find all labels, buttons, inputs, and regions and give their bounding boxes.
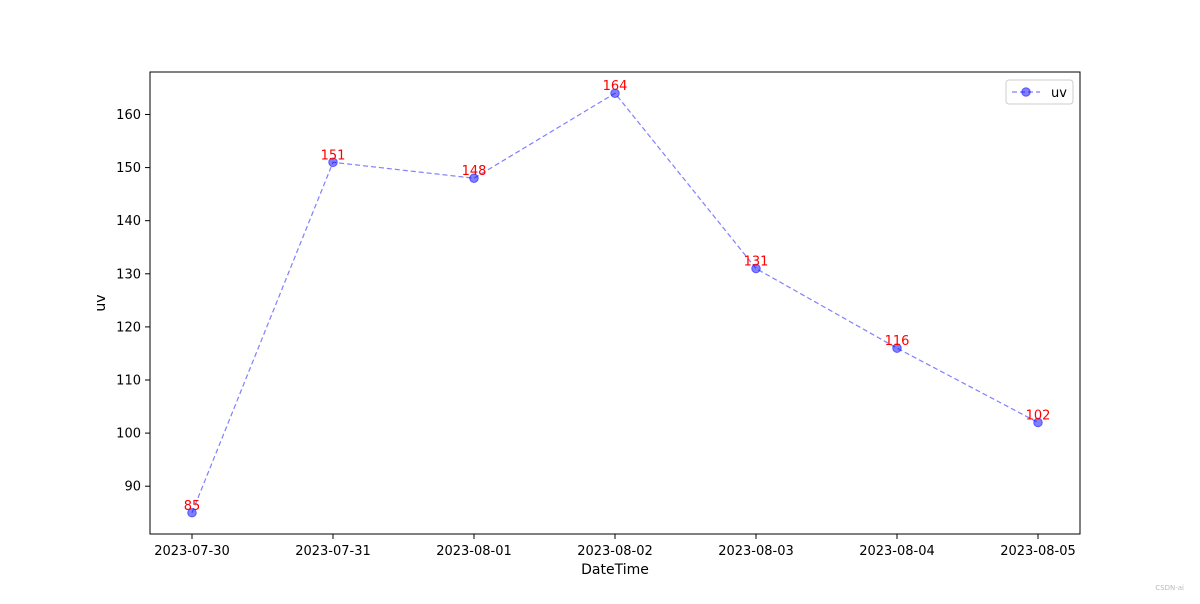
- data-labels: 85 151 148 164 131 116 102: [184, 79, 1051, 514]
- data-point: [751, 263, 761, 274]
- y-tick-label: 130: [116, 267, 141, 282]
- data-label: 85: [184, 499, 201, 514]
- data-point: [469, 173, 479, 184]
- y-tick-label: 150: [116, 161, 141, 176]
- data-point: [610, 88, 620, 99]
- data-label: 102: [1026, 408, 1051, 423]
- x-tick-label: 2023-07-30: [154, 544, 230, 559]
- data-label: 148: [462, 164, 487, 179]
- x-tick-label: 2023-08-05: [1000, 544, 1076, 559]
- y-axis-ticks: 90 100 110 120 130 140 150 160: [116, 108, 150, 495]
- legend: uv: [1005, 79, 1074, 105]
- data-point: [1033, 417, 1043, 428]
- x-tick-label: 2023-08-04: [859, 544, 935, 559]
- y-tick-label: 110: [116, 374, 141, 389]
- data-label: 151: [321, 148, 346, 163]
- data-label: 131: [744, 254, 769, 269]
- series-uv: [187, 88, 1043, 518]
- x-tick-label: 2023-07-31: [295, 544, 371, 559]
- y-axis-label: uv: [93, 294, 109, 311]
- data-point: [187, 507, 197, 518]
- data-label: 164: [603, 79, 628, 94]
- legend-marker-swatch: [1021, 87, 1031, 97]
- watermark: CSDN-ai: [1155, 584, 1184, 592]
- data-label: 116: [885, 334, 910, 349]
- x-axis-label: DateTime: [581, 562, 649, 578]
- y-tick-label: 90: [124, 480, 141, 495]
- data-point: [892, 343, 902, 353]
- x-tick-label: 2023-08-03: [718, 544, 794, 559]
- y-tick-label: 120: [116, 320, 141, 335]
- y-tick-label: 140: [116, 214, 141, 229]
- legend-entry-uv: uv: [1051, 86, 1067, 101]
- x-axis-ticks: 2023-07-30 2023-07-31 2023-08-01 2023-08-02…: [154, 534, 1076, 559]
- y-tick-label: 160: [116, 108, 141, 123]
- y-tick-label: 100: [116, 427, 141, 442]
- data-point: [328, 157, 338, 168]
- x-tick-label: 2023-08-01: [436, 544, 512, 559]
- x-tick-label: 2023-08-02: [577, 544, 653, 559]
